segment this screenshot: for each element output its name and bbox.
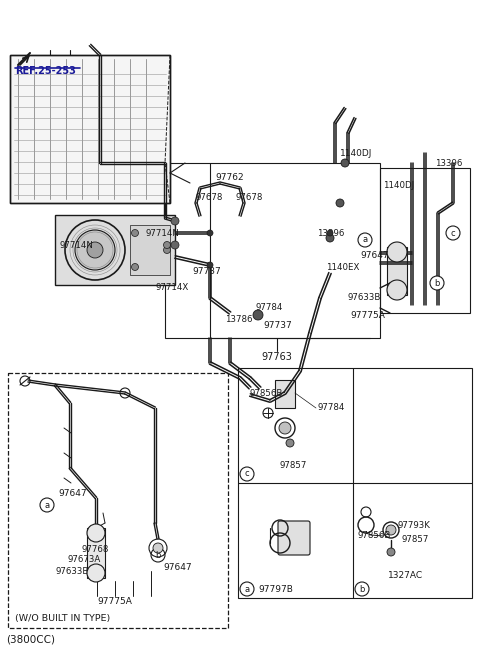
Text: 97647: 97647: [58, 488, 86, 498]
Bar: [275, 380, 295, 408]
Circle shape: [327, 230, 333, 236]
Circle shape: [446, 226, 460, 240]
Bar: [87, 528, 105, 578]
Circle shape: [87, 564, 105, 582]
Text: 97775A: 97775A: [97, 596, 132, 605]
Circle shape: [286, 439, 294, 447]
Circle shape: [253, 310, 263, 320]
Circle shape: [358, 233, 372, 247]
Text: 97775A: 97775A: [350, 311, 385, 321]
Text: REF.25-253: REF.25-253: [15, 66, 76, 76]
Text: 97714X: 97714X: [155, 283, 188, 291]
Circle shape: [171, 217, 179, 225]
Text: 13786: 13786: [225, 315, 252, 325]
Text: b: b: [156, 550, 161, 560]
Text: 97647: 97647: [163, 562, 192, 571]
Circle shape: [355, 582, 369, 596]
Text: 97633B: 97633B: [55, 567, 88, 575]
Text: 97856B: 97856B: [250, 389, 283, 398]
Circle shape: [75, 230, 115, 270]
Text: 13396: 13396: [435, 159, 462, 168]
Text: c: c: [451, 229, 456, 238]
Circle shape: [430, 276, 444, 290]
Circle shape: [132, 264, 139, 270]
Text: (W/O BUILT IN TYPE): (W/O BUILT IN TYPE): [15, 614, 110, 622]
Text: 97633B: 97633B: [348, 293, 382, 302]
Text: 97737: 97737: [192, 266, 221, 276]
Bar: [387, 247, 407, 295]
Circle shape: [171, 241, 179, 249]
Circle shape: [164, 242, 170, 249]
Circle shape: [240, 582, 254, 596]
Circle shape: [240, 467, 254, 481]
Circle shape: [279, 422, 291, 434]
Circle shape: [387, 242, 407, 262]
Circle shape: [387, 548, 395, 556]
Text: 97857: 97857: [401, 535, 428, 545]
Bar: [380, 168, 470, 313]
Text: 97784: 97784: [255, 304, 282, 313]
Text: 97673A: 97673A: [67, 556, 100, 564]
Bar: [10, 55, 170, 203]
Text: a: a: [244, 584, 250, 594]
Circle shape: [341, 159, 349, 167]
Text: 97856B: 97856B: [358, 530, 391, 539]
Text: b: b: [434, 278, 440, 287]
Text: 1140DJ: 1140DJ: [340, 148, 372, 157]
Text: c: c: [245, 470, 249, 479]
Text: 97678: 97678: [195, 193, 222, 202]
Text: 97768: 97768: [82, 545, 109, 554]
Text: (3800CC): (3800CC): [6, 634, 55, 644]
Text: 97784: 97784: [318, 404, 346, 413]
Circle shape: [386, 525, 396, 535]
Text: 97678: 97678: [235, 193, 263, 202]
Text: a: a: [362, 236, 368, 244]
Circle shape: [87, 524, 105, 542]
Text: 97763: 97763: [262, 352, 292, 362]
Text: 97793K: 97793K: [398, 520, 431, 530]
Circle shape: [336, 199, 344, 207]
Circle shape: [87, 242, 103, 258]
FancyBboxPatch shape: [278, 521, 310, 555]
Text: 1327AC: 1327AC: [388, 571, 423, 579]
Bar: [165, 163, 380, 338]
Text: 97647: 97647: [360, 251, 389, 259]
Text: 97714N: 97714N: [60, 240, 94, 249]
Text: b: b: [360, 584, 365, 594]
Text: 97857: 97857: [280, 460, 307, 470]
Text: 97714N: 97714N: [145, 229, 179, 238]
Text: 97737: 97737: [263, 321, 292, 330]
Circle shape: [387, 280, 407, 300]
Circle shape: [132, 229, 139, 236]
Bar: [10, 55, 170, 203]
Circle shape: [40, 498, 54, 512]
Text: 1140EX: 1140EX: [326, 264, 360, 272]
Circle shape: [151, 548, 165, 562]
Circle shape: [164, 246, 170, 253]
Circle shape: [207, 262, 213, 268]
Text: a: a: [45, 500, 49, 509]
Circle shape: [153, 543, 163, 553]
Bar: [8, 373, 228, 628]
Circle shape: [326, 234, 334, 242]
Text: 97762: 97762: [215, 172, 244, 182]
Text: 97797B: 97797B: [258, 584, 293, 594]
Text: 13396: 13396: [317, 229, 344, 238]
Bar: [55, 215, 175, 285]
Bar: [130, 225, 170, 275]
Bar: [238, 368, 472, 598]
Text: 1140DJ: 1140DJ: [383, 180, 414, 189]
Circle shape: [207, 230, 213, 236]
